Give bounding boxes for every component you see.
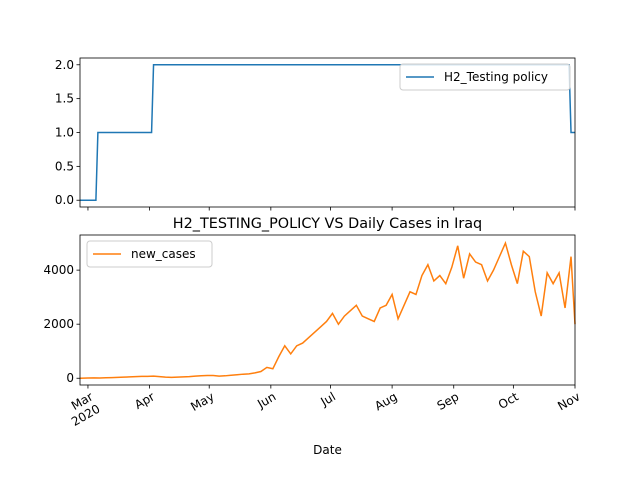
axes-frame [79,234,576,386]
y-tick-label: 1.5 [55,92,74,106]
y-tick-label: 0.5 [55,159,74,173]
axes-frame [79,57,576,208]
x-tick-label: Jun [254,389,278,411]
legend-box [399,63,571,91]
x-tick-label: Apr [132,389,157,412]
y-tick-label: 0.0 [55,193,74,207]
x-axis-label: Date [313,443,342,457]
legend-label: H2_Testing policy [444,70,548,84]
x-tick-label: Oct [496,389,521,412]
y-tick-label: 4000 [43,263,74,277]
x-tick-label: Sep [435,389,462,412]
legend-box [86,240,213,268]
x-tick-label: Nov [555,389,582,413]
y-tick-label: 0 [66,371,74,385]
series-line [80,64,575,201]
series-line [79,240,576,379]
y-tick-label: 2000 [43,317,74,331]
x-tick-label: Mar2020 [62,389,103,429]
x-tick-label: Jul [318,389,338,409]
y-tick-label: 2.0 [55,58,74,72]
x-tick-label: Aug [372,389,399,413]
chart-title: H2_TESTING_POLICY VS Daily Cases in Iraq [173,216,482,232]
x-tick-label: May [188,389,216,414]
legend: H2_Testing policy [399,63,571,91]
legend-label: new_cases [131,247,196,261]
legend: new_cases [86,240,213,268]
y-tick-label: 1.0 [55,126,74,140]
